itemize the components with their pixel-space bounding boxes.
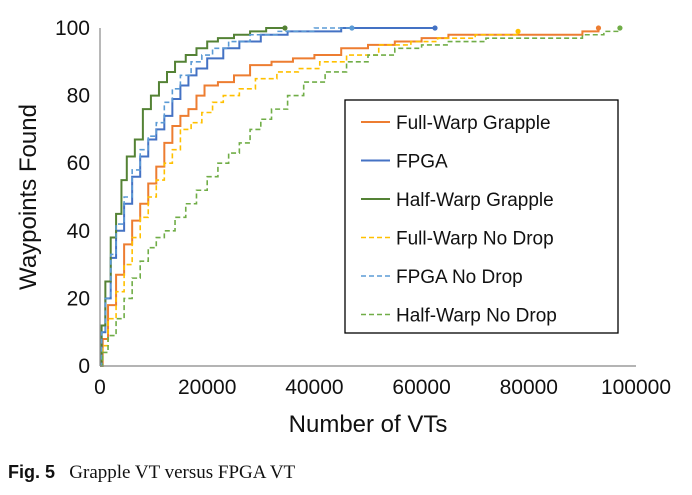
y-tick-label: 60: [67, 152, 90, 175]
legend: Full-Warp Grapple FPGA Half-Warp Grapple Fu…: [344, 99, 619, 334]
y-tick-label: 40: [67, 220, 90, 243]
x-tick-label: 100000: [601, 376, 671, 399]
figure-caption: Fig. 5 Grapple VT versus FPGA VT: [8, 462, 295, 484]
x-tick-label: 20000: [178, 376, 236, 399]
series-line-full-warp-no-drop: [100, 31, 519, 367]
legend-label: Half-Warp No Drop: [396, 306, 557, 327]
series-endpoint-marker: [349, 25, 355, 31]
x-axis-title: Number of VTs: [289, 411, 448, 438]
series-layer: [100, 27, 621, 367]
y-tick-label: 100: [55, 17, 90, 40]
series-endpoint-marker: [617, 25, 623, 31]
legend-label: Full-Warp No Drop: [396, 229, 554, 250]
x-tick-labels: 0 20000 40000 60000 80000 100000: [94, 376, 671, 399]
x-tick-label: 60000: [392, 376, 450, 399]
legend-box: [344, 99, 619, 334]
y-tick-labels: 0 20 40 60 80 100: [55, 17, 90, 378]
legend-label: Full-Warp Grapple: [396, 113, 551, 134]
y-axis-title: Waypoints Found: [15, 104, 42, 290]
figure-caption-text: Grapple VT versus FPGA VT: [69, 462, 296, 483]
series-endpoint-marker: [282, 25, 288, 31]
series-endpoint-marker: [515, 28, 521, 34]
series-line-full-warp-grapple: [100, 28, 600, 367]
endpoint-markers: [282, 25, 623, 34]
series-line-half-warp-no-drop: [100, 28, 621, 367]
plot-area: 0 20000 40000 60000 80000 100000 0 20 40 60 80 100: [55, 17, 671, 399]
series-endpoint-marker: [595, 25, 602, 31]
line-chart: 0 20000 40000 60000 80000 100000 0 20 40 60 80 100…: [15, 17, 671, 438]
y-tick-label: 0: [78, 355, 90, 378]
x-tick-label: 40000: [285, 376, 343, 399]
x-tick-label: 0: [94, 376, 106, 399]
x-tick-label: 80000: [500, 376, 558, 399]
figure-label: Fig. 5: [8, 462, 56, 482]
legend-label: FPGA: [396, 152, 448, 173]
series-line-fpga-no-drop: [100, 27, 352, 367]
series-endpoint-marker: [432, 25, 438, 31]
legend-items: Full-Warp Grapple FPGA Half-Warp Grapple Fu…: [361, 113, 557, 327]
series-line-half-warp-grapple: [100, 27, 285, 367]
y-tick-label: 20: [67, 287, 90, 310]
legend-label: Half-Warp Grapple: [396, 190, 554, 211]
y-tick-label: 80: [67, 85, 90, 108]
legend-label: FPGA No Drop: [396, 267, 523, 288]
